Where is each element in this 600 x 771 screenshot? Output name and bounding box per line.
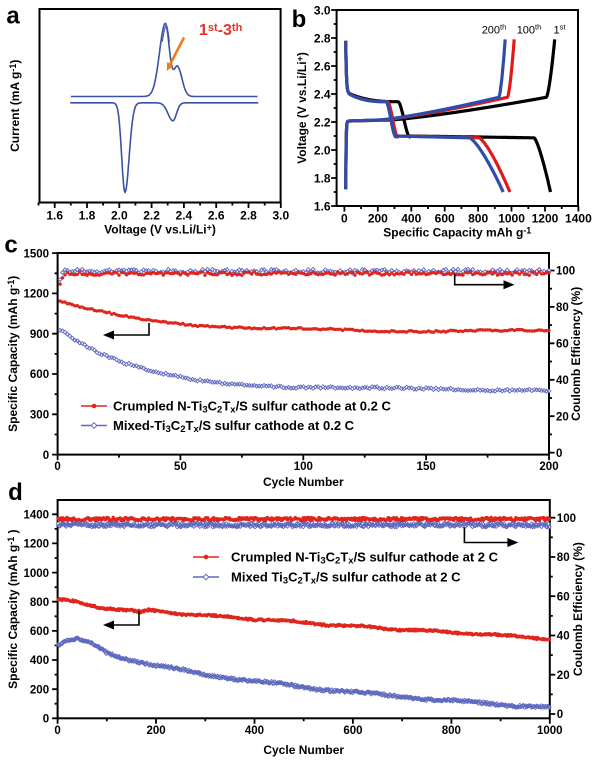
svg-text:Coulomb Efficiency (%): Coulomb Efficiency (%) bbox=[571, 542, 585, 676]
svg-text:1.6: 1.6 bbox=[46, 209, 63, 223]
svg-text:50: 50 bbox=[174, 461, 187, 473]
svg-text:150: 150 bbox=[417, 461, 436, 473]
svg-text:Voltage (V vs.Li/Li+): Voltage (V vs.Li/Li+) bbox=[295, 52, 309, 164]
svg-text:Cycle Number: Cycle Number bbox=[263, 475, 344, 489]
svg-text:2.8: 2.8 bbox=[314, 31, 331, 45]
svg-text:Specific Capacity mAh g-1: Specific Capacity mAh g-1 bbox=[383, 226, 531, 240]
svg-text:1200: 1200 bbox=[24, 539, 50, 551]
svg-text:0: 0 bbox=[54, 461, 60, 473]
svg-text:0: 0 bbox=[556, 448, 562, 460]
svg-text:Mixed-Ti3C2Tx/S sulfur cathode: Mixed-Ti3C2Tx/S sulfur cathode at 0.2 C bbox=[113, 418, 355, 435]
svg-text:Cycle Number: Cycle Number bbox=[263, 743, 344, 757]
svg-text:2.4: 2.4 bbox=[314, 87, 331, 101]
svg-text:600: 600 bbox=[30, 369, 49, 381]
svg-text:0: 0 bbox=[557, 709, 563, 721]
svg-text:0: 0 bbox=[43, 714, 49, 726]
svg-text:600: 600 bbox=[435, 212, 455, 226]
svg-text:1400: 1400 bbox=[24, 510, 50, 522]
svg-text:2.8: 2.8 bbox=[240, 209, 257, 223]
svg-text:20: 20 bbox=[556, 411, 569, 423]
svg-text:a: a bbox=[6, 3, 20, 30]
svg-text:1000: 1000 bbox=[498, 212, 525, 226]
svg-text:200: 200 bbox=[146, 725, 165, 737]
svg-text:40: 40 bbox=[557, 631, 570, 643]
svg-text:100: 100 bbox=[556, 266, 575, 278]
svg-text:40: 40 bbox=[556, 375, 569, 387]
svg-text:800: 800 bbox=[468, 212, 488, 226]
svg-text:200: 200 bbox=[539, 461, 558, 473]
svg-text:2.6: 2.6 bbox=[208, 209, 225, 223]
svg-text:2.2: 2.2 bbox=[143, 209, 160, 223]
svg-text:60: 60 bbox=[556, 339, 569, 351]
svg-text:1200: 1200 bbox=[532, 212, 559, 226]
svg-text:Current (mA g-1): Current (mA g-1) bbox=[8, 60, 22, 152]
svg-text:Crumpled N-Ti3C2Tx/S sulfur c: Crumpled N-Ti3C2Tx/S sulfur cathode at 0… bbox=[113, 399, 391, 416]
svg-text:100: 100 bbox=[557, 513, 576, 525]
svg-text:400: 400 bbox=[30, 655, 49, 667]
svg-text:Crumpled N-Ti3C2Tx/S sulfur ca: Crumpled N-Ti3C2Tx/S sulfur cathode at 2… bbox=[231, 550, 499, 567]
svg-text:2.4: 2.4 bbox=[176, 209, 193, 223]
svg-text:3.0: 3.0 bbox=[272, 209, 289, 223]
svg-text:Specific Capacity (mAh g-1 ): Specific Capacity (mAh g-1 ) bbox=[6, 529, 20, 688]
svg-text:1000: 1000 bbox=[24, 568, 50, 580]
svg-text:3.0: 3.0 bbox=[314, 3, 331, 17]
svg-text:1400: 1400 bbox=[565, 212, 592, 226]
svg-text:2.0: 2.0 bbox=[111, 209, 128, 223]
svg-text:0: 0 bbox=[341, 212, 348, 226]
svg-text:900: 900 bbox=[30, 329, 49, 341]
svg-text:1.8: 1.8 bbox=[79, 209, 96, 223]
svg-text:0: 0 bbox=[43, 450, 49, 462]
svg-text:b: b bbox=[292, 6, 307, 33]
svg-text:2.0: 2.0 bbox=[314, 143, 331, 157]
svg-text:1.6: 1.6 bbox=[314, 199, 331, 213]
svg-text:60: 60 bbox=[557, 591, 570, 603]
svg-text:600: 600 bbox=[343, 725, 362, 737]
svg-text:400: 400 bbox=[245, 725, 264, 737]
svg-text:Coulomb Efficiency (%): Coulomb Efficiency (%) bbox=[569, 287, 583, 421]
svg-text:d: d bbox=[8, 479, 23, 506]
svg-text:800: 800 bbox=[442, 725, 461, 737]
svg-text:Specific Capacity (mAh g-1): Specific Capacity (mAh g-1) bbox=[6, 276, 20, 432]
svg-text:100: 100 bbox=[294, 461, 313, 473]
svg-text:80: 80 bbox=[556, 302, 569, 314]
svg-text:Mixed Ti3C2Tx/S sulfur cathode: Mixed Ti3C2Tx/S sulfur cathode at 2 C bbox=[231, 570, 461, 587]
svg-text:Voltage (V vs.Li/Li+): Voltage (V vs.Li/Li+) bbox=[104, 223, 216, 237]
svg-text:c: c bbox=[4, 232, 17, 259]
svg-text:0: 0 bbox=[54, 725, 60, 737]
svg-text:20: 20 bbox=[557, 670, 570, 682]
svg-text:600: 600 bbox=[30, 626, 49, 638]
svg-text:2.6: 2.6 bbox=[314, 59, 331, 73]
svg-text:200: 200 bbox=[368, 212, 388, 226]
svg-text:1.8: 1.8 bbox=[314, 171, 331, 185]
svg-text:1000: 1000 bbox=[537, 725, 563, 737]
svg-text:1500: 1500 bbox=[24, 248, 50, 260]
svg-text:1200: 1200 bbox=[24, 289, 50, 301]
svg-text:2.2: 2.2 bbox=[314, 115, 331, 129]
svg-text:800: 800 bbox=[30, 597, 49, 609]
svg-text:400: 400 bbox=[401, 212, 421, 226]
svg-text:80: 80 bbox=[557, 552, 570, 564]
svg-text:200: 200 bbox=[30, 684, 49, 696]
svg-text:300: 300 bbox=[30, 410, 49, 422]
